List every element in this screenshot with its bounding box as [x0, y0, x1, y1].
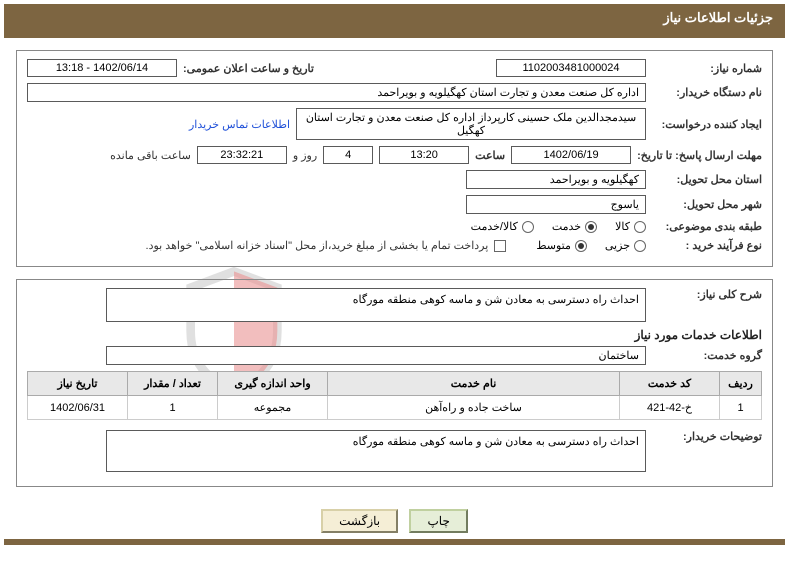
radio-partial[interactable]	[634, 240, 646, 252]
th-unit: واحد اندازه گیری	[218, 372, 328, 396]
back-button[interactable]: بازگشت	[321, 509, 398, 533]
payment-note: پرداخت تمام یا بخشی از مبلغ خرید،از محل …	[146, 239, 489, 252]
cell-unit: مجموعه	[218, 396, 328, 420]
th-date: تاریخ نیاز	[28, 372, 128, 396]
cat-goods-label: کالا	[615, 220, 630, 233]
days-label: روز و	[293, 149, 317, 162]
cell-code: خ-42-421	[620, 396, 720, 420]
province-label: استان محل تحویل:	[652, 173, 762, 186]
purchase-type-label: نوع فرآیند خرید :	[652, 239, 762, 252]
table-header-row: ردیف کد خدمت نام خدمت واحد اندازه گیری ت…	[28, 372, 762, 396]
info-panel: شماره نیاز: 1102003481000024 تاریخ و ساع…	[16, 50, 773, 267]
province-field: کهگیلویه و بویراحمد	[466, 170, 646, 189]
service-group-label: گروه خدمت:	[652, 349, 762, 362]
summary-label: شرح کلی نیاز:	[652, 288, 762, 301]
page-header: جزئیات اطلاعات نیاز	[4, 4, 785, 32]
category-radio-group: کالا خدمت کالا/خدمت	[471, 220, 646, 233]
main-outer: شماره نیاز: 1102003481000024 تاریخ و ساع…	[4, 32, 785, 545]
requester-label: ایجاد کننده درخواست:	[652, 118, 762, 131]
services-info-label: اطلاعات خدمات مورد نیاز	[27, 328, 762, 342]
radio-service[interactable]	[585, 221, 597, 233]
buyer-notes-label: توضیحات خریدار:	[652, 430, 762, 443]
button-bar: چاپ بازگشت	[4, 499, 785, 539]
cat-both-label: کالا/خدمت	[471, 220, 518, 233]
contact-link[interactable]: اطلاعات تماس خریدار	[189, 118, 290, 131]
page-title: جزئیات اطلاعات نیاز	[663, 10, 773, 25]
radio-goods[interactable]	[634, 221, 646, 233]
radio-medium[interactable]	[575, 240, 587, 252]
announce-label: تاریخ و ساعت اعلان عمومی:	[183, 62, 314, 75]
pt-medium-label: متوسط	[536, 239, 571, 252]
cat-service-label: خدمت	[552, 220, 581, 233]
radio-both[interactable]	[522, 221, 534, 233]
announce-field: 1402/06/14 - 13:18	[27, 59, 177, 77]
deadline-time: 13:20	[379, 146, 469, 164]
cell-row: 1	[720, 396, 762, 420]
th-name: نام خدمت	[328, 372, 620, 396]
payment-checkbox[interactable]	[494, 240, 506, 252]
detail-panel: شرح کلی نیاز: احداث راه دسترسی به معادن …	[16, 279, 773, 487]
buyer-notes-textarea[interactable]: احداث راه دسترسی به معادن شن و ماسه کوهی…	[106, 430, 646, 472]
purchase-type-group: جزیی متوسط	[536, 239, 646, 252]
cell-date: 1402/06/31	[28, 396, 128, 420]
services-table: ردیف کد خدمت نام خدمت واحد اندازه گیری ت…	[27, 371, 762, 420]
buyer-org-field: اداره کل صنعت معدن و تجارت استان کهگیلوی…	[27, 83, 646, 102]
deadline-date: 1402/06/19	[511, 146, 631, 164]
city-field: یاسوج	[466, 195, 646, 214]
cell-qty: 1	[128, 396, 218, 420]
deadline-label: مهلت ارسال پاسخ: تا تاریخ:	[637, 149, 762, 162]
remaining-field: 23:32:21	[197, 146, 287, 164]
th-row: ردیف	[720, 372, 762, 396]
need-no-label: شماره نیاز:	[652, 62, 762, 75]
th-qty: تعداد / مقدار	[128, 372, 218, 396]
cell-name: ساخت جاده و راه‌آهن	[328, 396, 620, 420]
print-button[interactable]: چاپ	[409, 509, 467, 533]
summary-textarea[interactable]: احداث راه دسترسی به معادن شن و ماسه کوهی…	[106, 288, 646, 322]
days-field: 4	[323, 146, 373, 164]
time-label: ساعت	[475, 149, 505, 162]
table-row: 1 خ-42-421 ساخت جاده و راه‌آهن مجموعه 1 …	[28, 396, 762, 420]
city-label: شهر محل تحویل:	[652, 198, 762, 211]
buyer-org-label: نام دستگاه خریدار:	[652, 86, 762, 99]
remaining-label: ساعت باقی مانده	[110, 149, 191, 162]
service-group-field: ساختمان	[106, 346, 646, 365]
pt-partial-label: جزیی	[605, 239, 630, 252]
category-label: طبقه بندی موضوعی:	[652, 220, 762, 233]
need-no-field: 1102003481000024	[496, 59, 646, 77]
th-code: کد خدمت	[620, 372, 720, 396]
requester-field: سیدمجدالدین ملک حسینی کارپرداز اداره کل …	[296, 108, 646, 140]
